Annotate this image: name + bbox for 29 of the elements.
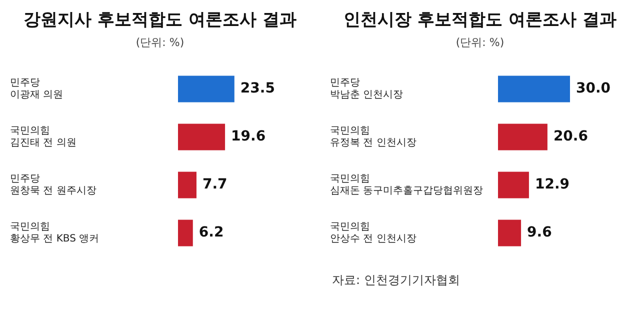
data-label: 19.6 (231, 128, 266, 145)
bar (178, 220, 193, 246)
bar (178, 76, 234, 102)
bar (178, 172, 196, 198)
bar (498, 172, 529, 198)
chart-subtitle: (단위: %) (134, 35, 186, 50)
bar (178, 124, 226, 150)
chart-title: 강원지사 후보적합도 여론조사 결과 (22, 9, 298, 31)
data-label: 30.0 (576, 80, 611, 97)
y-tick-label: 국민의힘 김진태 전 의원 (10, 126, 76, 149)
data-label: 20.6 (553, 128, 588, 145)
y-tick-label: 국민의힘 심재돈 동구미추홀구갑당협위원장 (330, 174, 484, 197)
data-label: 7.7 (202, 176, 228, 193)
data-label: 23.5 (240, 80, 275, 97)
chart-subtitle: (단위: %) (454, 35, 506, 50)
chart-title: 인천시장 후보적합도 여론조사 결과 (342, 9, 618, 31)
data-label: 12.9 (534, 176, 570, 193)
bar (498, 220, 522, 246)
data-label: 6.2 (198, 224, 224, 241)
y-tick-label: 민주당 박남춘 인천시장 (330, 78, 404, 101)
y-tick-label: 국민의힘 황상무 전 KBS 앵커 (10, 222, 100, 245)
data-label: 9.6 (527, 224, 552, 241)
y-tick-label: 국민의힘 유정복 전 인천시장 (330, 126, 416, 149)
y-tick-label: 민주당 이광재 의원 (10, 78, 64, 101)
bar (498, 124, 548, 150)
bar (498, 76, 570, 102)
y-tick-label: 국민의힘 안상수 전 인천시장 (330, 222, 416, 245)
y-tick-label: 민주당 원창묵 전 원주시장 (10, 174, 96, 197)
text: 자료: 인천경기기자협회 (332, 272, 461, 289)
